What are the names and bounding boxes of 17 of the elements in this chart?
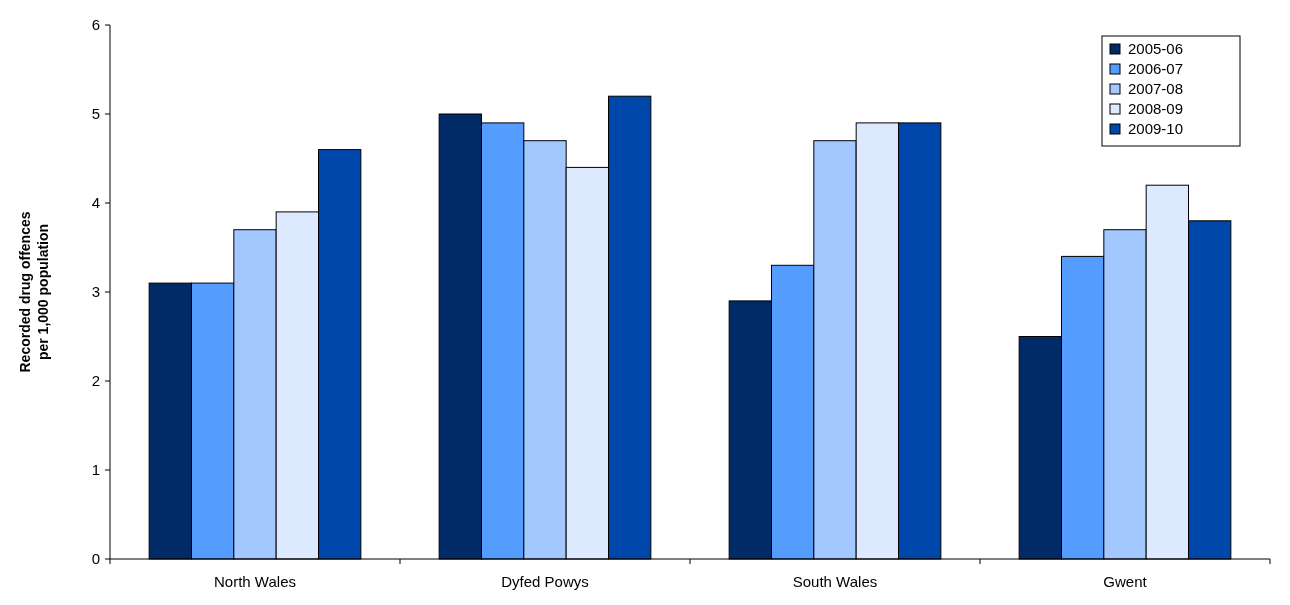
y-tick-label: 2 — [91, 372, 100, 390]
x-tick-label: Dyfed Powys — [501, 573, 589, 590]
legend-label: 2007-08 — [1128, 80, 1184, 98]
y-tick-label: 4 — [91, 194, 100, 212]
legend-label: 2005-06 — [1128, 40, 1184, 58]
legend-label: 2009-10 — [1128, 120, 1184, 138]
y-tick-label: 3 — [91, 283, 100, 301]
y-tick-label: 6 — [91, 16, 100, 34]
y-tick-label: 1 — [91, 461, 100, 479]
legend-label: 2006-07 — [1128, 60, 1184, 78]
legend-label: 2008-09 — [1128, 100, 1184, 118]
y-tick-label: 5 — [91, 105, 100, 123]
y-axis-title: Recorded drug offences per 1,000 population — [17, 211, 51, 373]
y-tick-label: 0 — [91, 550, 100, 568]
x-tick-label: North Wales — [214, 573, 296, 590]
x-tick-label: Gwent — [1103, 573, 1148, 590]
x-tick-label: South Wales — [792, 573, 878, 590]
